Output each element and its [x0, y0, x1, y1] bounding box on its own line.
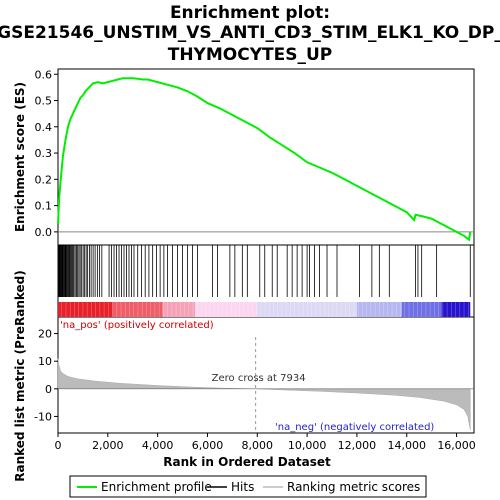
- es-tick-label: 0.0: [35, 226, 53, 239]
- es-axis-title: Enrichment score (ES): [13, 82, 27, 232]
- metric-area-group: [58, 358, 474, 430]
- legend-enrichment-label: Enrichment profile: [101, 480, 212, 494]
- enrichment-curve-group: [58, 78, 470, 240]
- enrichment-profile-line: [58, 78, 470, 240]
- x-tick-label: 16,000: [437, 439, 476, 452]
- es-axis: 0.0 0.1 0.2 0.3 0.4 0.5 0.6: [35, 68, 59, 239]
- chart-title-line-3: THYMOCYTES_UP: [168, 45, 333, 65]
- es-tick-label: 0.3: [35, 147, 53, 160]
- metric-tick-label: 0: [45, 383, 52, 396]
- x-tick-label: 6,000: [192, 439, 224, 452]
- metric-axis-title: Ranked list metric (PreRanked): [13, 270, 27, 482]
- x-axis: 0 2,000 4,000 6,000 8,000 10,000 12,000 14,000 1…: [55, 433, 476, 452]
- x-tick-label: 10,000: [288, 439, 327, 452]
- es-tick-label: 0.2: [35, 173, 53, 186]
- legend-hits-label: Hits: [231, 480, 254, 494]
- zero-cross-label: Zero cross at 7934: [212, 373, 306, 384]
- metric-tick-label: 20: [38, 328, 52, 341]
- es-tick-label: 0.6: [35, 68, 53, 81]
- heatmap-segment: [442, 302, 471, 317]
- ranking-metric-area: [58, 358, 470, 430]
- es-tick-label: 0.1: [35, 200, 53, 213]
- metric-tick-label: -10: [34, 410, 52, 423]
- metric-tick-label: 10: [38, 355, 52, 368]
- rank-heatmap: [58, 302, 470, 317]
- x-tick-label: 14,000: [387, 439, 426, 452]
- x-tick-label: 0: [55, 439, 62, 452]
- x-tick-label: 2,000: [92, 439, 124, 452]
- legend-metric-label: Ranking metric scores: [287, 480, 420, 494]
- metric-axis: 20 10 0 -10: [34, 328, 58, 424]
- es-tick-label: 0.5: [35, 95, 53, 108]
- x-tick-label: 8,000: [242, 439, 274, 452]
- x-axis-title: Rank in Ordered Dataset: [163, 455, 331, 469]
- neg-label: 'na_neg' (negatively correlated): [275, 422, 434, 433]
- x-tick-label: 12,000: [338, 439, 377, 452]
- chart-title-line-1: Enrichment plot:: [170, 3, 330, 23]
- es-tick-label: 0.4: [35, 121, 53, 134]
- chart-title-line-2: GSE21546_UNSTIM_VS_ANTI_CD3_STIM_ELK1_KO…: [0, 23, 500, 43]
- hits-group: [58, 245, 470, 297]
- x-tick-label: 4,000: [142, 439, 174, 452]
- pos-label: 'na_pos' (positively correlated): [60, 320, 214, 331]
